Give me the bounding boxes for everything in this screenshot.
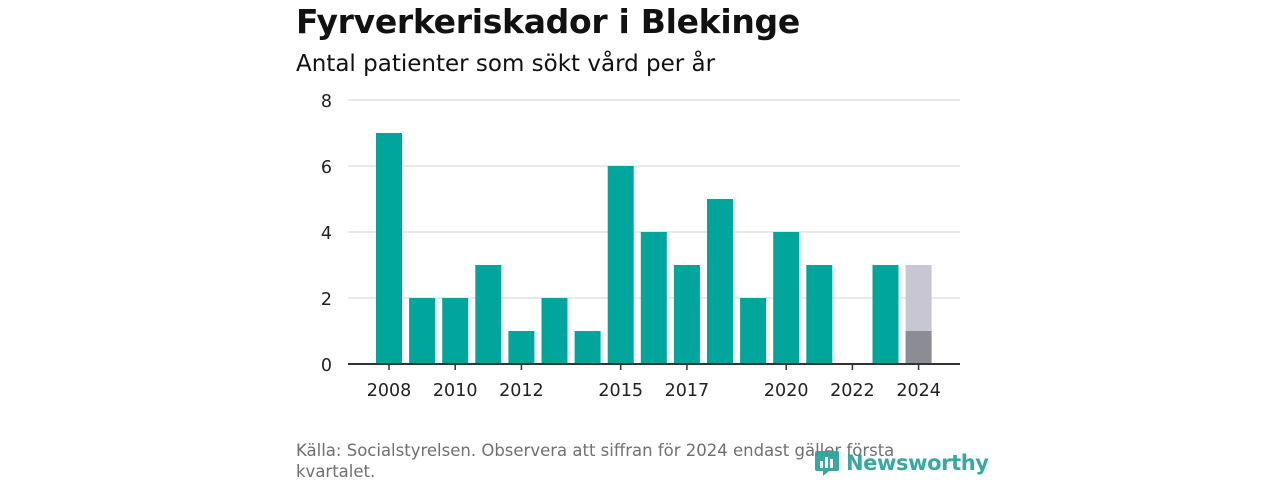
y-tick-label: 0	[321, 356, 332, 376]
newsworthy-logo: Newsworthy	[814, 446, 989, 480]
bar-2016	[640, 232, 667, 364]
chart-title: Fyrverkeriskador i Blekinge	[296, 2, 800, 41]
logo-text: Newsworthy	[846, 451, 989, 475]
bar-2012	[508, 331, 535, 364]
bar-2020	[773, 232, 800, 364]
bar-2021	[806, 265, 833, 364]
x-tick-label: 2012	[499, 381, 544, 401]
bar-2008	[376, 133, 402, 364]
bar-2009	[409, 298, 436, 364]
chart-subtitle: Antal patienter som sökt vård per år	[296, 51, 716, 77]
bar-2017	[673, 265, 700, 364]
bar-2013	[541, 298, 568, 364]
bar-2011	[475, 265, 502, 364]
y-tick-label: 8	[321, 92, 332, 112]
bar-2015	[607, 166, 634, 364]
bar-2010	[442, 298, 469, 364]
bar-2018	[707, 199, 733, 364]
source-note: Källa: Socialstyrelsen. Observera att si…	[296, 441, 895, 481]
x-tick-label: 2017	[665, 381, 710, 401]
bar-2014	[574, 331, 601, 364]
y-tick-label: 6	[321, 158, 332, 178]
bar-2019	[740, 298, 767, 364]
x-tick-label: 2015	[598, 381, 643, 401]
newsworthy-logo-icon	[815, 451, 839, 476]
x-tick-label: 2022	[830, 381, 875, 401]
bar-2023	[872, 265, 899, 364]
bar-2024	[905, 331, 932, 364]
x-tick-label: 2020	[764, 381, 809, 401]
x-tick-label: 2024	[896, 381, 941, 401]
x-tick-label: 2008	[367, 381, 412, 401]
y-tick-label: 2	[321, 290, 332, 310]
x-tick-label: 2010	[433, 381, 478, 401]
y-tick-label: 4	[321, 224, 332, 244]
